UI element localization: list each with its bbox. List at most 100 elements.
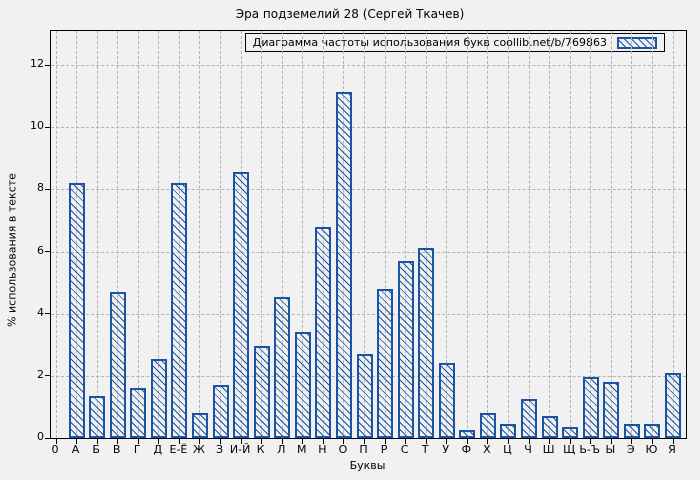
- bar: [150, 358, 167, 438]
- chart-title: Эра подземелий 28 (Сергей Ткачев): [235, 7, 465, 21]
- bar: [521, 399, 538, 438]
- x-tick-label: Ч: [524, 443, 532, 456]
- v-gridline: [425, 31, 427, 438]
- x-tick-label: Ю: [645, 443, 658, 456]
- x-tick-mark: [322, 439, 324, 444]
- v-gridline: [487, 31, 489, 438]
- x-tick-mark: [178, 439, 180, 444]
- y-tick-mark: [45, 64, 50, 66]
- x-tick-label: Э: [627, 443, 635, 456]
- x-tick-label: Я: [668, 443, 676, 456]
- bar: [315, 226, 332, 438]
- v-gridline: [651, 31, 653, 438]
- v-gridline: [631, 31, 633, 438]
- v-gridline: [281, 31, 283, 438]
- x-tick-mark: [364, 439, 365, 444]
- x-tick-label: Ц: [503, 443, 512, 456]
- v-gridline: [672, 31, 674, 438]
- bar: [479, 413, 496, 438]
- bar: [623, 424, 640, 438]
- x-tick-mark: [220, 439, 222, 444]
- x-tick-mark: [137, 439, 139, 444]
- bar: [212, 385, 229, 438]
- x-tick-label: М: [297, 443, 307, 456]
- v-gridline: [549, 31, 551, 438]
- bar: [130, 388, 147, 438]
- x-tick-mark: [631, 439, 633, 444]
- legend-swatch: [617, 36, 657, 49]
- x-tick-label: Т: [421, 443, 429, 456]
- x-tick-mark: [651, 439, 653, 444]
- v-gridline: [590, 31, 592, 438]
- bar: [397, 260, 414, 438]
- x-tick-label: Д: [153, 443, 163, 456]
- h-gridline: [51, 189, 686, 191]
- y-tick-mark: [45, 313, 50, 315]
- y-tick-label: 12: [30, 57, 44, 71]
- bar: [335, 91, 352, 438]
- v-gridline: [117, 31, 119, 438]
- x-tick-label: П: [359, 443, 368, 456]
- x-tick-mark: [425, 439, 427, 444]
- bar: [644, 424, 661, 438]
- x-tick-mark: [199, 439, 201, 444]
- legend: Диаграмма частоты использования букв coo…: [244, 33, 665, 52]
- x-tick-mark: [446, 439, 448, 444]
- bar: [191, 413, 208, 438]
- x-tick-mark: [55, 439, 57, 444]
- y-tick-label: 10: [30, 119, 44, 133]
- x-tick-label: К: [256, 443, 265, 456]
- x-tick-label: Щ: [563, 443, 576, 456]
- x-tick-label: Н: [318, 443, 327, 456]
- x-tick-mark: [158, 439, 160, 444]
- bar: [603, 382, 620, 438]
- y-tick-label: 4: [37, 305, 44, 319]
- x-tick-mark: [240, 439, 242, 444]
- h-gridline: [51, 313, 686, 315]
- bar: [541, 416, 558, 438]
- x-tick-mark: [610, 439, 612, 444]
- x-tick-label: О: [338, 443, 348, 456]
- bar: [68, 183, 85, 438]
- v-gridline: [528, 31, 530, 438]
- x-tick-mark: [261, 439, 263, 444]
- plot-area: Диаграмма частоты использования букв coo…: [45, 30, 687, 444]
- v-gridline: [405, 31, 407, 438]
- x-tick-mark: [549, 439, 551, 444]
- v-gridline: [364, 31, 365, 438]
- h-gridline: [51, 127, 686, 129]
- bar: [418, 248, 435, 438]
- bar: [438, 363, 455, 438]
- y-tick-mark: [45, 126, 50, 128]
- v-gridline: [137, 31, 139, 438]
- x-tick-label: У: [442, 443, 450, 456]
- bar: [500, 424, 517, 438]
- x-tick-label: Р: [380, 443, 388, 456]
- x-tick-label: И-Й: [229, 443, 251, 456]
- v-gridline: [569, 31, 571, 438]
- x-tick-label: Х: [483, 443, 491, 456]
- x-tick-mark: [302, 439, 304, 444]
- x-tick-mark: [76, 439, 78, 444]
- y-tick-label: 0: [37, 430, 44, 443]
- v-gridline: [96, 31, 98, 438]
- x-tick-label: А: [71, 443, 80, 456]
- bar: [459, 430, 476, 438]
- h-gridline: [51, 65, 686, 67]
- v-gridline: [446, 31, 448, 438]
- y-tick-mark: [45, 188, 50, 190]
- v-gridline: [302, 31, 304, 438]
- x-tick-mark: [507, 439, 509, 444]
- v-gridline: [55, 31, 57, 438]
- h-gridline: [51, 251, 686, 253]
- x-tick-label: Л: [277, 443, 286, 456]
- bar: [294, 332, 311, 438]
- x-tick-mark: [590, 439, 592, 444]
- x-tick-mark: [405, 439, 407, 444]
- bar: [377, 288, 394, 438]
- x-tick-label: Е-Ё: [169, 443, 188, 456]
- legend-label: Диаграмма частоты использования букв coo…: [252, 36, 607, 49]
- x-tick-mark: [343, 439, 345, 444]
- y-tick-mark: [45, 375, 50, 377]
